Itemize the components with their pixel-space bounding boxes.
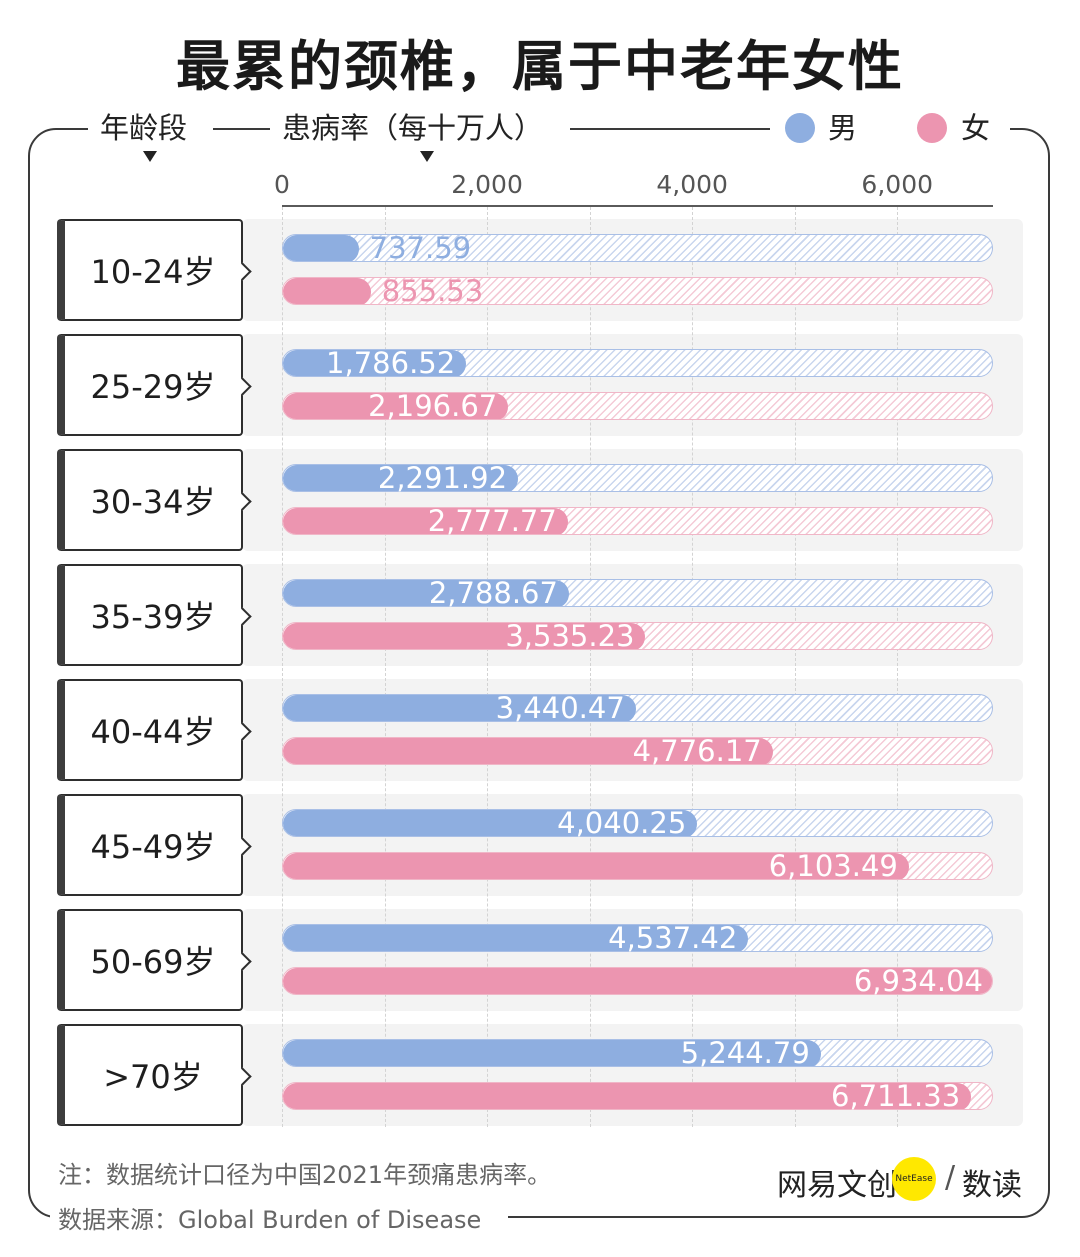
age-group-label: 25-29岁 [57, 334, 243, 436]
female-value-label: 2,196.67 [368, 389, 498, 423]
male-value-label: 2,291.92 [377, 461, 508, 495]
brand-separator: / [945, 1160, 956, 1195]
female-bar [283, 853, 909, 879]
male-bar-track [282, 694, 993, 722]
gridline-minor [589, 207, 591, 1127]
footnote: 注：数据统计口径为中国2021年颈痛患病率。 [58, 1161, 552, 1189]
page-title: 最累的颈椎，属于中老年女性 [176, 35, 904, 98]
male-bar [283, 235, 359, 261]
frame-mask [88, 121, 213, 135]
female-value-label: 6,103.49 [768, 849, 898, 883]
age-group-header: 年龄段 [100, 111, 188, 145]
x-tick-label: 4,000 [656, 170, 728, 199]
female-bar-track [282, 967, 993, 995]
x-axis-line [282, 205, 993, 207]
female-bar [283, 968, 992, 994]
female-bar-track [282, 392, 993, 420]
female-value-label: 6,711.33 [831, 1079, 961, 1113]
male-value-label: 4,537.42 [608, 921, 738, 955]
frame-mask [270, 121, 570, 135]
female-bar-track [282, 852, 993, 880]
brand-name: 网易文创 [777, 1168, 897, 1203]
x-tick-label: 0 [274, 170, 290, 199]
male-bar [283, 580, 569, 606]
gridline [897, 207, 899, 1127]
age-header-arrow-icon [143, 151, 157, 162]
age-group-label: 30-34岁 [57, 449, 243, 551]
frame-mask [50, 1200, 508, 1230]
male-bar-track [282, 924, 993, 952]
female-value-label: 6,934.04 [853, 964, 983, 998]
male-bar [283, 695, 636, 721]
female-bar-track [282, 1082, 993, 1110]
male-bar [283, 810, 698, 836]
rate-header-arrow-icon [420, 151, 434, 162]
legend-female-dot-icon [917, 113, 947, 143]
female-bar-track [282, 622, 993, 650]
female-value-label: 855.53 [381, 274, 484, 308]
rate-header: 患病率（每十万人） [282, 111, 544, 145]
age-group-label: 45-49岁 [57, 794, 243, 896]
female-bar-track [282, 277, 993, 305]
x-tick-label: 2,000 [451, 170, 523, 199]
x-tick-label: 6,000 [861, 170, 934, 199]
female-bar [283, 1083, 972, 1109]
male-bar-track [282, 464, 993, 492]
legend-female-label: 女 [961, 111, 991, 145]
netease-badge-text: NetEase [895, 1174, 933, 1184]
header-line [575, 128, 770, 130]
source-note: 数据来源：Global Burden of Disease [58, 1206, 482, 1234]
male-bar [283, 1040, 821, 1066]
female-value-label: 3,535.23 [505, 619, 635, 653]
male-bar [283, 465, 518, 491]
gridline-minor [384, 207, 386, 1127]
header-line [213, 128, 268, 130]
age-group-label: 50-69岁 [57, 909, 243, 1011]
male-bar [283, 925, 749, 951]
gridline [692, 207, 694, 1127]
male-bar-track [282, 349, 993, 377]
age-group-label: 10-24岁 [57, 219, 243, 321]
female-bar [283, 738, 773, 764]
male-value-label: 4,040.25 [557, 806, 687, 840]
female-value-label: 2,777.77 [427, 504, 557, 538]
female-bar [283, 623, 646, 649]
gridline [487, 207, 489, 1127]
male-bar-track [282, 579, 993, 607]
age-group-label: 40-44岁 [57, 679, 243, 781]
female-bar-track [282, 507, 993, 535]
brand-sub: 数读 [962, 1168, 1022, 1203]
female-bar [283, 393, 509, 419]
age-group-label: >70岁 [57, 1024, 243, 1126]
male-value-label: 737.59 [369, 231, 472, 265]
male-bar-track [282, 234, 993, 262]
male-bar-track [282, 1039, 993, 1067]
legend-male-dot-icon [785, 113, 815, 143]
netease-badge-icon: NetEase [892, 1157, 936, 1201]
male-value-label: 3,440.47 [495, 691, 625, 725]
age-group-label: 35-39岁 [57, 564, 243, 666]
frame-mask [770, 121, 1010, 135]
male-value-label: 1,786.52 [326, 346, 456, 380]
male-value-label: 5,244.79 [680, 1036, 810, 1070]
male-bar-track [282, 809, 993, 837]
female-bar [283, 278, 371, 304]
female-bar [283, 508, 568, 534]
male-value-label: 2,788.67 [428, 576, 558, 610]
gridline-minor [794, 207, 796, 1127]
male-bar [283, 350, 467, 376]
gridline [282, 207, 283, 1127]
legend-male-label: 男 [828, 111, 858, 145]
female-value-label: 4,776.17 [632, 734, 762, 768]
female-bar-track [282, 737, 993, 765]
